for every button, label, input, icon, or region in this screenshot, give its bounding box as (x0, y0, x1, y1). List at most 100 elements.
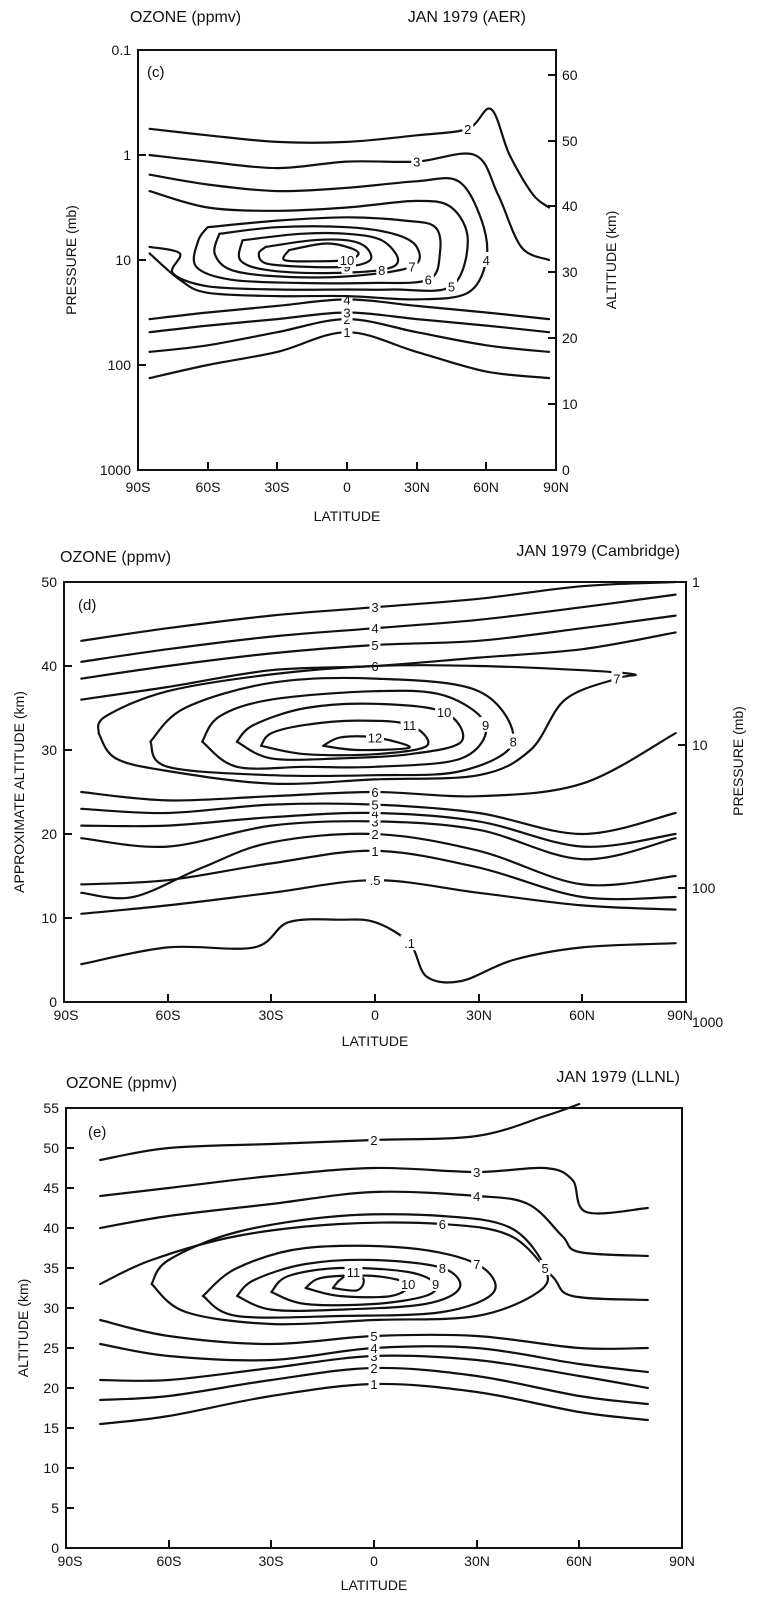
panel-e-x-tick-label-60s: 60S (157, 1553, 182, 1569)
panel-d-contour-label-3: 2 (371, 827, 378, 842)
panel-e-y-tick-label-35: 35 (43, 1260, 59, 1276)
panel-e-y-tick-label-40: 40 (43, 1220, 59, 1236)
panel-e-contour-label-bg-5 (436, 1216, 448, 1231)
panel-e-contour-7-10 (201, 1244, 497, 1319)
panel-c-right-tick-label-0: 0 (562, 462, 570, 478)
panel-e-contour-label-14: 11 (347, 1265, 361, 1280)
panel-c-y-axis-label: PRESSURE (mb) (63, 205, 79, 315)
panel-e-x-tick-label-90s: 90S (58, 1553, 83, 1569)
panel-d-contour-label-8: 3 (371, 600, 378, 615)
panel-e-contour-label-6: 2 (370, 1133, 377, 1148)
panel-e-contour-3-7 (99, 1166, 649, 1215)
panel-e-x-tick-label-30s: 30S (259, 1553, 284, 1569)
panel-d-contour-label-bg-5 (369, 805, 381, 820)
panel-c-contour-label-0: 1 (343, 325, 350, 340)
panel-d-contour-label-bg-7 (369, 784, 381, 799)
panel-c-contour-label-6: 4 (483, 253, 490, 268)
panel-c-right-axis-label: ALTITUDE (km) (603, 211, 619, 310)
panel-e-contour-label-bg-9 (539, 1260, 551, 1275)
panel-c-contour-2-4 (148, 107, 551, 209)
panel-d-y-tick-label-30: 30 (41, 742, 57, 758)
panel-e-title-left: OZONE (ppmv) (66, 1075, 177, 1092)
panel-e-y-tick-label-55: 55 (43, 1100, 59, 1116)
panel-d-contour-label-0: .1 (404, 936, 415, 951)
panel-d-contour-label-bg-16 (400, 716, 419, 732)
panel-e-left-ticks (66, 1107, 74, 1549)
panel-d-right-ticks (678, 581, 686, 1003)
panel-e-contour-label-13: 10 (401, 1277, 415, 1292)
panel-c-contour-label-bg-6 (480, 252, 492, 267)
panel-d-contour-label-1: .5 (370, 873, 381, 888)
panel-e-contour-label-bg-8 (471, 1188, 483, 1203)
panel-d-x-tick-label-60n: 60N (569, 1007, 595, 1023)
panel-e-x-axis-label: LATITUDE (341, 1577, 408, 1593)
panel-c-contour-9-11 (257, 238, 373, 269)
panel-d-x-tick-label-90s: 90S (54, 1007, 79, 1023)
panel-c-y-tick-label-0.1: 0.1 (112, 42, 132, 58)
panel-e-contour-2-6 (99, 1102, 581, 1162)
panel-d-contour-label-12: 7 (613, 672, 620, 687)
panel-c-contour-label-4: 2 (464, 122, 471, 137)
panel-e-y-axis-label: ALTITUDE (km) (15, 1279, 31, 1378)
panel-c-y-tick-label-100: 100 (108, 357, 132, 373)
panel-d-contour-label-6: 5 (371, 798, 378, 813)
panel-d-contour-10-15 (235, 702, 465, 761)
panel-c-contour-label-7: 5 (448, 279, 455, 294)
panel-d-y-tick-label-40: 40 (41, 658, 57, 674)
panel-e-contour-label-9: 5 (541, 1261, 548, 1276)
panel-d-x-ticks (63, 994, 687, 1002)
panel-c-contour-label-bg-5 (411, 153, 423, 169)
panel-c-contour-label-5: 3 (413, 155, 420, 170)
panel-d-y-tick-label-0: 0 (49, 994, 57, 1010)
panel-e-contour-label-bg-4 (368, 1328, 380, 1343)
panel-d-contour-label-bg-8 (369, 599, 381, 615)
panel-d-contour-label-bg-6 (369, 796, 381, 812)
panel-d-right-tick-label-100: 100 (692, 880, 716, 896)
panel-d-contour-label-16: 11 (403, 718, 417, 733)
panel-d-title-right: JAN 1979 (Cambridge) (516, 543, 680, 560)
panel-e-contour-label-bg-0 (368, 1376, 380, 1391)
panel-d-contour-label-bg-17 (366, 729, 384, 745)
panel-c-contour-label-8: 6 (425, 273, 432, 288)
panel-e-y-tick-label-0: 0 (51, 1540, 59, 1556)
panel-e-contour-label-bg-10 (471, 1256, 483, 1271)
panel-e-y-tick-label-15: 15 (43, 1420, 59, 1436)
panel-c-contour-label-9: 7 (408, 260, 415, 275)
panel-c-contour-label-bg-2 (341, 304, 353, 320)
panel-c-right-tick-label-20: 20 (562, 330, 578, 346)
panel-c-title-left: OZONE (ppmv) (130, 9, 241, 26)
panel-c-contour-label-bg-12 (338, 252, 356, 267)
panel-d-contour-label-9: 4 (371, 621, 378, 636)
panel-d-left-ticks (64, 581, 72, 1003)
panel-d-contour-label-2: 1 (371, 844, 378, 859)
panel-e-contour-4-8 (99, 1190, 649, 1258)
panel-d-contour-12-17 (322, 735, 411, 752)
panel-d-contour-label-17: 12 (368, 730, 382, 745)
panel-c: OZONE (ppmv) JAN 1979 (AER) 123423456789… (63, 9, 619, 524)
panel-c-contour-8-10 (237, 231, 400, 275)
panel-e-contour-label-bg-11 (436, 1260, 448, 1275)
panel-c-x-tick-label-90n: 90N (543, 479, 569, 495)
panel-d-right-tick-label-1: 1 (692, 574, 700, 590)
panel-c-contour-label-1: 2 (343, 312, 350, 327)
panel-e-contour-label-bg-13 (399, 1276, 418, 1291)
panel-c-x-tick-label-60n: 60N (473, 479, 499, 495)
panel-e-contour-label-bg-3 (368, 1340, 380, 1355)
panel-c-x-tick-label-30n: 30N (404, 479, 430, 495)
panel-d-contour-label-bg-10 (369, 637, 381, 652)
panel-d-y-tick-label-50: 50 (41, 574, 57, 590)
panel-d-title-left: OZONE (ppmv) (60, 549, 171, 566)
panel-d-contour-label-bg-4 (369, 813, 381, 829)
panel-c-x-axis-label: LATITUDE (314, 508, 381, 524)
panel-d-contour-label-bg-12 (611, 670, 623, 686)
panel-c-title-right: JAN 1979 (AER) (408, 9, 526, 26)
panel-e-contour-label-bg-1 (368, 1360, 380, 1375)
panel-d-y-axis-label: APPROXIMATE ALTITUDE (km) (11, 691, 27, 893)
panel-e-contour-label-bg-12 (430, 1276, 442, 1291)
panel-d-y-tick-label-20: 20 (41, 826, 57, 842)
panel-c-y-tick-label-10: 10 (115, 252, 131, 268)
panel-d-contour-label-bg-2 (369, 842, 381, 858)
panel-d-contour-label-bg-1 (366, 872, 384, 888)
